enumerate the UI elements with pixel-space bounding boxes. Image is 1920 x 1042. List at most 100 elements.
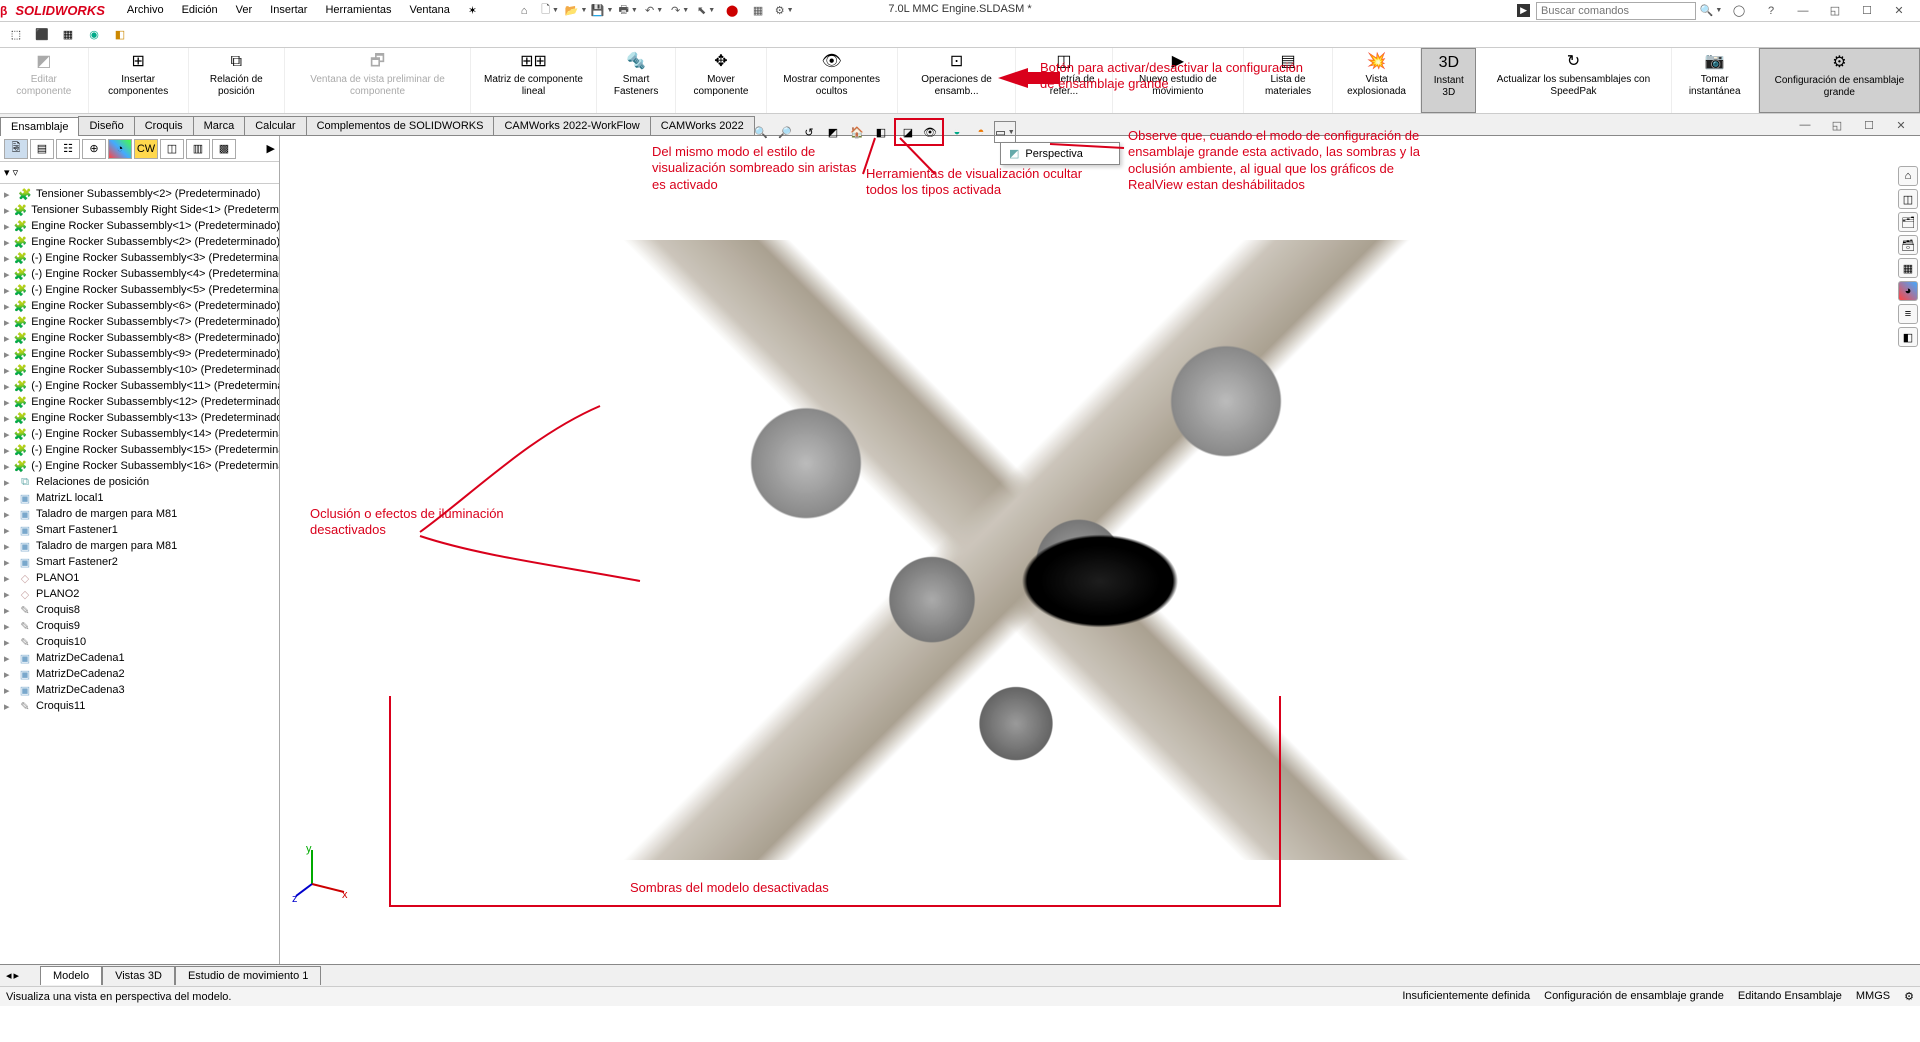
doc-restore[interactable]: ◱ [1824,116,1850,134]
fm-tab-appear-icon[interactable]: ◔ [108,139,132,159]
tab-marca[interactable]: Marca [193,116,246,135]
expand-icon[interactable]: ▸ [4,284,10,297]
search-icon[interactable]: 🔍▼ [1702,2,1720,20]
qb-icon-4[interactable]: ◉ [84,25,104,45]
tree-item[interactable]: ▸🧩Engine Rocker Subassembly<6> (Predeter… [0,298,279,314]
qb-icon-5[interactable]: ◧ [110,25,130,45]
expand-icon[interactable]: ▸ [4,684,14,697]
prev-view-icon[interactable]: ↺ [798,121,820,143]
tp-appearances-icon[interactable]: ◕ [1898,281,1918,301]
ribbon-mover-componente[interactable]: ✥Mover componente [676,48,766,113]
new-icon[interactable]: 🗋▼ [541,2,559,20]
expand-icon[interactable]: ▸ [4,364,10,377]
qb-icon-3[interactable]: ▦ [58,25,78,45]
qb-icon-2[interactable]: ⬛ [32,25,52,45]
expand-icon[interactable]: ▸ [4,444,10,457]
expand-icon[interactable]: ▸ [4,460,10,473]
tab-calcular[interactable]: Calcular [244,116,306,135]
expand-icon[interactable]: ▸ [4,652,14,665]
tab-ensamblaje[interactable]: Ensamblaje [0,117,79,136]
expand-icon[interactable]: ▸ [4,428,10,441]
menu-ver[interactable]: Ver [228,1,261,20]
bottom-tab-vistas-3d[interactable]: Vistas 3D [102,966,175,985]
expand-icon[interactable]: ▸ [4,380,10,393]
view-settings-icon[interactable]: ▭▼ [994,121,1016,143]
tree-item[interactable]: ▸▣Smart Fastener1 [0,522,279,538]
maximize-button[interactable]: ☐ [1854,2,1880,20]
btab-next-icon[interactable]: ▸ [14,969,20,982]
perspective-menuitem[interactable]: ◩ Perspectiva [1001,143,1119,164]
expand-icon[interactable]: ▸ [4,540,14,553]
menu-help-icon[interactable]: ✶ [460,1,485,20]
doc-close[interactable]: ✕ [1888,116,1914,134]
fm-tab-prop-icon[interactable]: ▤ [30,139,54,159]
graphics-viewport[interactable]: 🔍 🔎 ↺ ◩ 🏠 ◧ ◪ 👁 ◒ ◓ ▭▼ ◩ Perspectiva Bot… [280,136,1920,964]
section-icon[interactable]: ◩ [822,121,844,143]
tp-library-icon[interactable]: 🗂 [1898,212,1918,232]
fm-tab-config-icon[interactable]: ☷ [56,139,80,159]
menu-archivo[interactable]: Archivo [119,1,172,20]
feature-tree[interactable]: ▸🧩Tensioner Subassembly<2> (Predetermina… [0,184,279,964]
tree-item[interactable]: ▸✎Croquis8 [0,602,279,618]
tree-item[interactable]: ▸🧩(-) Engine Rocker Subassembly<16> (Pre… [0,458,279,474]
expand-icon[interactable]: ▸ [4,204,10,217]
expand-icon[interactable]: ▸ [4,604,14,617]
panel-collapse-icon[interactable]: ▶ [267,142,275,155]
print-icon[interactable]: 🖶▼ [619,2,637,20]
ribbon-ventana-de-vista-prelimi[interactable]: 🗗Ventana de vista preliminar de componen… [285,48,471,113]
redo-icon[interactable]: ↷▼ [671,2,689,20]
user-icon[interactable]: ◯ [1726,2,1752,20]
tree-item[interactable]: ▸▣MatrizDeCadena2 [0,666,279,682]
tree-item[interactable]: ▸▣MatrizL local1 [0,490,279,506]
expand-icon[interactable]: ▸ [4,556,14,569]
close-button[interactable]: ✕ [1886,2,1912,20]
tree-item[interactable]: ▸▣Taladro de margen para M81 [0,506,279,522]
tp-home-icon[interactable]: ⌂ [1898,166,1918,186]
restore-button[interactable]: ◱ [1822,2,1848,20]
edit-appearance-icon[interactable]: ◒ [946,121,968,143]
expand-icon[interactable]: ▸ [4,300,10,313]
ribbon-actualizar-los-subensamb[interactable]: ↻Actualizar los subensamblajes con Speed… [1476,48,1671,113]
expand-icon[interactable]: ▸ [4,588,14,601]
tab-croquis[interactable]: Croquis [134,116,194,135]
tree-item[interactable]: ▸🧩Engine Rocker Subassembly<2> (Predeter… [0,234,279,250]
status-gear-icon[interactable]: ⚙ [1904,990,1914,1003]
home-icon[interactable]: ⌂ [515,2,533,20]
fm-tab-7-icon[interactable]: ▥ [186,139,210,159]
tree-item[interactable]: ▸🧩Engine Rocker Subassembly<13> (Predete… [0,410,279,426]
expand-icon[interactable]: ▸ [4,188,14,201]
status-units[interactable]: MMGS [1856,990,1890,1003]
ribbon-configuraci-n-de-ensambl[interactable]: ⚙Configuración de ensamblaje grande [1759,48,1920,113]
ribbon-editar-componente[interactable]: ◩Editar componente [0,48,89,113]
tree-item[interactable]: ▸🧩Engine Rocker Subassembly<12> (Predete… [0,394,279,410]
rebuild-icon[interactable]: ⬤ [723,2,741,20]
tree-item[interactable]: ▸🧩(-) Engine Rocker Subassembly<4> (Pred… [0,266,279,282]
tree-item[interactable]: ▸✎Croquis11 [0,698,279,714]
tree-item[interactable]: ▸✎Croquis9 [0,618,279,634]
tp-custom-props-icon[interactable]: ≡ [1898,304,1918,324]
fm-tab-tree-icon[interactable]: 🗟 [4,139,28,159]
expand-icon[interactable]: ▸ [4,332,10,345]
tp-view-palette-icon[interactable]: ▦ [1898,258,1918,278]
open-icon[interactable]: 📂▼ [567,2,585,20]
save-icon[interactable]: 💾▼ [593,2,611,20]
minimize-button[interactable]: — [1790,2,1816,20]
tree-item[interactable]: ▸🧩Engine Rocker Subassembly<1> (Predeter… [0,218,279,234]
doc-maximize[interactable]: ☐ [1856,116,1882,134]
doc-minimize[interactable]: — [1792,116,1818,134]
zoom-fit-icon[interactable]: 🔍 [750,121,772,143]
expand-icon[interactable]: ▸ [4,668,14,681]
ribbon-relaci-n-de-posici-n[interactable]: ⧉Relación de posición [189,48,285,113]
expand-icon[interactable]: ▸ [4,316,10,329]
help-icon[interactable]: ? [1758,2,1784,20]
filter-funnel-icon[interactable]: ▾ ▿ [4,166,18,179]
select-icon[interactable]: ⬉▼ [697,2,715,20]
bottom-tab-modelo[interactable]: Modelo [40,966,102,985]
tree-item[interactable]: ▸◇PLANO2 [0,586,279,602]
tab-camworks-2022[interactable]: CAMWorks 2022 [650,116,755,135]
tree-item[interactable]: ▸▣Taladro de margen para M81 [0,538,279,554]
tree-item[interactable]: ▸✎Croquis10 [0,634,279,650]
expand-icon[interactable]: ▸ [4,700,14,713]
expand-icon[interactable]: ▸ [4,620,14,633]
ribbon-vista-explosionada[interactable]: 💥Vista explosionada [1333,48,1421,113]
